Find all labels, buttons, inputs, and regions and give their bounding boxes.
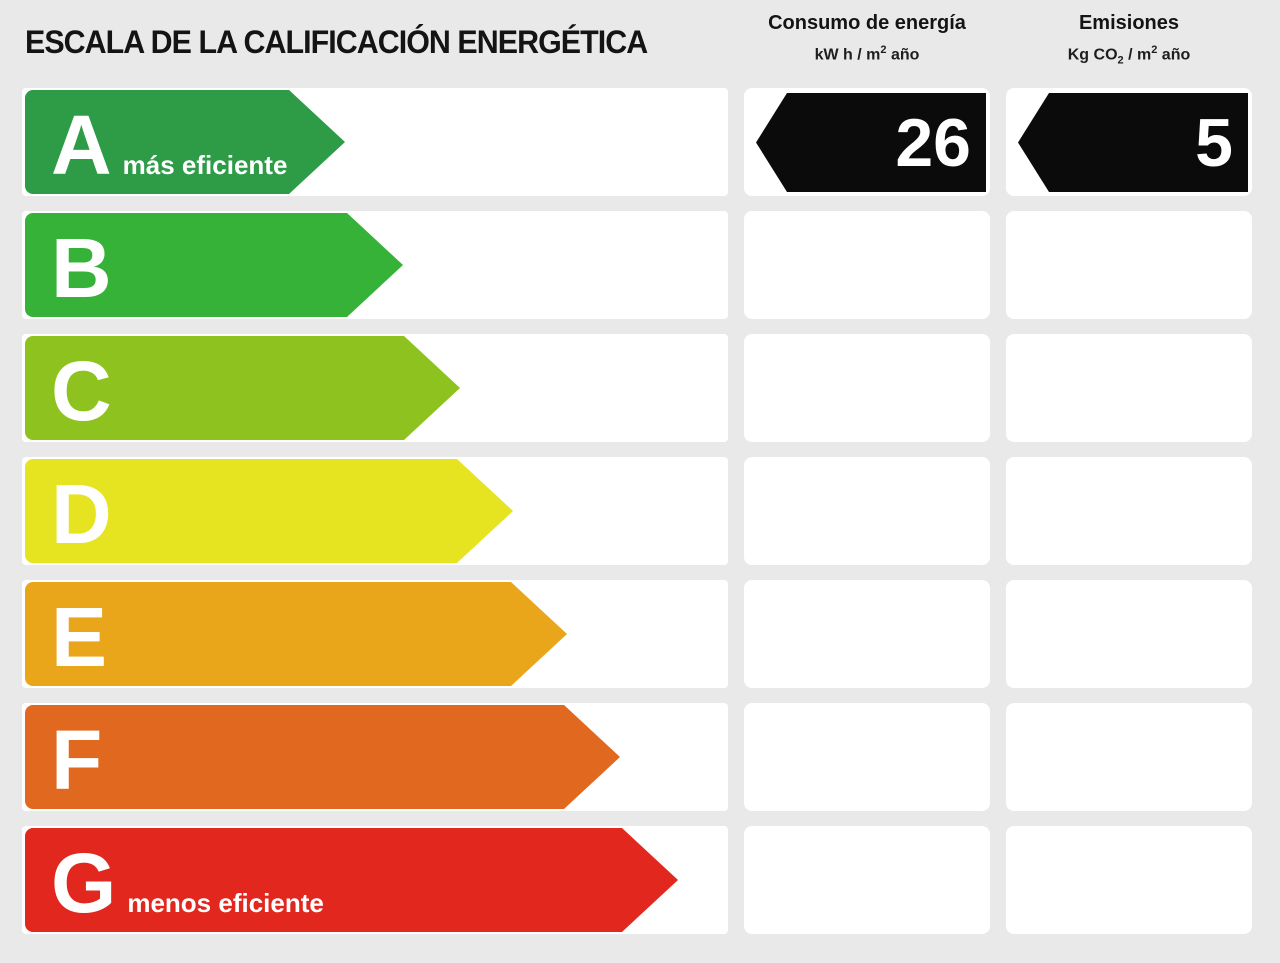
column-header-consumo: Consumo de energía kW h / m2 año <box>744 12 990 64</box>
rating-letter-d: D <box>51 467 112 561</box>
rating-letter-g: G <box>51 836 117 930</box>
consumo-value-arrow: 26 <box>756 93 986 192</box>
rating-bar-b: B <box>25 213 403 317</box>
emisiones-cell-b <box>1006 211 1252 319</box>
rating-grid: A más eficiente 26 5 B <box>22 88 1252 949</box>
rating-strip-f: F <box>22 703 728 811</box>
rating-row-b: B <box>22 211 1252 319</box>
emisiones-value: 5 <box>1195 104 1233 181</box>
rating-bar-c: C <box>25 336 460 440</box>
consumo-header-label: Consumo de energía <box>768 12 966 34</box>
column-header-emisiones: Emisiones Kg CO2 / m2 año <box>1006 12 1252 67</box>
rating-letter-b: B <box>51 221 112 315</box>
consumo-cell-c <box>744 334 990 442</box>
emisiones-header-label: Emisiones <box>1078 12 1180 34</box>
rating-bar-g: G menos eficiente <box>25 828 678 932</box>
rating-strip-b: B <box>22 211 728 319</box>
rating-letter-a: A <box>51 98 112 192</box>
rating-row-e: E <box>22 580 1252 688</box>
consumo-cell-f <box>744 703 990 811</box>
most-efficient-label: más eficiente <box>122 150 288 180</box>
emisiones-cell-e <box>1006 580 1252 688</box>
emisiones-header-unit: Kg CO2 / m2 año <box>1067 44 1191 67</box>
emisiones-cell-a: 5 <box>1006 88 1252 196</box>
emisiones-cell-d <box>1006 457 1252 565</box>
rating-strip-a: A más eficiente <box>22 88 728 196</box>
emisiones-cell-g <box>1006 826 1252 934</box>
consumo-cell-e <box>744 580 990 688</box>
rating-bar-e: E <box>25 582 567 686</box>
rating-bar-f: F <box>25 705 620 809</box>
consumo-cell-g <box>744 826 990 934</box>
rating-strip-c: C <box>22 334 728 442</box>
consumo-header-unit: kW h / m2 año <box>814 44 920 64</box>
rating-strip-g: G menos eficiente <box>22 826 728 934</box>
rating-letter-c: C <box>51 344 112 438</box>
consumo-cell-d <box>744 457 990 565</box>
rating-row-f: F <box>22 703 1252 811</box>
emisiones-cell-c <box>1006 334 1252 442</box>
rating-strip-e: E <box>22 580 728 688</box>
consumo-value: 26 <box>895 104 971 181</box>
consumo-cell-a: 26 <box>744 88 990 196</box>
rating-strip-d: D <box>22 457 728 565</box>
rating-row-d: D <box>22 457 1252 565</box>
consumo-cell-b <box>744 211 990 319</box>
emisiones-value-arrow: 5 <box>1018 93 1248 192</box>
rating-bar-d: D <box>25 459 513 563</box>
emisiones-cell-f <box>1006 703 1252 811</box>
rating-bar-a: A más eficiente <box>25 90 345 194</box>
rating-row-g: G menos eficiente <box>22 826 1252 934</box>
rating-row-a: A más eficiente 26 5 <box>22 88 1252 196</box>
rating-letter-f: F <box>51 713 103 807</box>
page-title: ESCALA DE LA CALIFICACIÓN ENERGÉTICA <box>25 24 648 60</box>
least-efficient-label: menos eficiente <box>127 888 324 918</box>
rating-row-c: C <box>22 334 1252 442</box>
rating-letter-e: E <box>51 590 108 684</box>
